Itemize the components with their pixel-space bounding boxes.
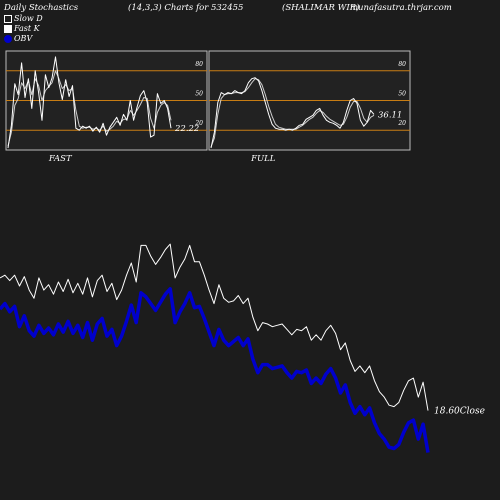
fast-ytick-label: 80 <box>195 61 203 68</box>
symbol-label: (SHALIMAR WIR) <box>282 3 360 13</box>
close-price-line <box>0 243 429 411</box>
full-ytick-label: 50 <box>398 91 406 98</box>
legend-label: Fast K <box>14 24 40 33</box>
site-label: munafasutra.thrjar.com <box>350 3 452 13</box>
chart-params-label: (14,3,3) Charts for 532455 <box>128 3 244 13</box>
fast-ytick-label: 50 <box>195 91 203 98</box>
fast-k-swatch-icon <box>4 24 12 33</box>
chart-type-label: Daily Stochastics <box>4 3 79 13</box>
slow-d-swatch-icon <box>4 14 12 23</box>
full-ytick-label: 20 <box>397 120 406 127</box>
legend-item-fast-k: Fast K <box>4 24 40 33</box>
fast-last-value-label: 22.22 <box>174 124 199 134</box>
fast-series-slow-d <box>7 70 172 147</box>
full-series-full-k <box>210 77 375 149</box>
fast-series-fast-k <box>7 56 172 149</box>
obv-line <box>0 287 430 453</box>
full-ytick-label: 80 <box>398 61 406 68</box>
legend-item-obv: OBV <box>4 34 32 43</box>
full-last-value-label: 36.11 <box>378 110 402 120</box>
legend-label: OBV <box>14 34 33 43</box>
fast-panel-title: FAST <box>48 154 73 164</box>
close-last-value-label: 18.60Close <box>434 407 485 417</box>
legend-item-slow-d: Slow D <box>4 14 43 23</box>
legend-label: Slow D <box>14 14 43 23</box>
fast-ytick-label: 20 <box>194 120 203 127</box>
full-panel-title: FULL <box>250 154 276 164</box>
obv-swatch-icon <box>4 34 12 43</box>
